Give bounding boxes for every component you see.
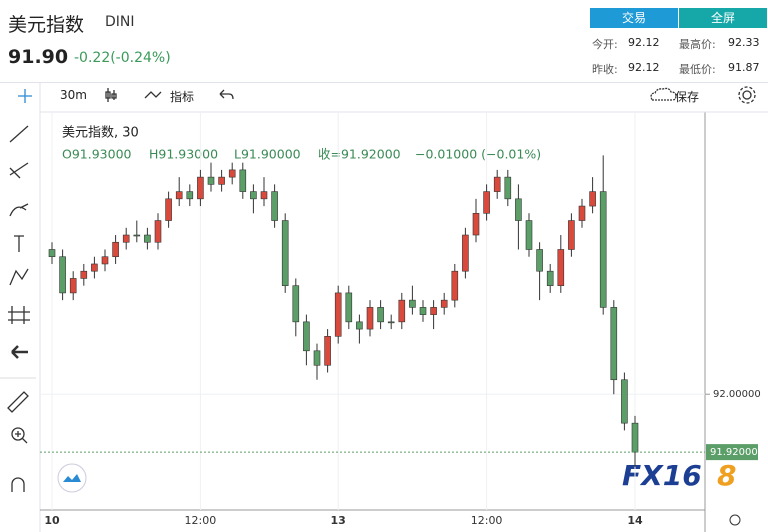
candle-body	[366, 307, 374, 330]
x-tick-label: 10	[44, 514, 60, 527]
candle-body	[334, 292, 342, 337]
candle-body	[281, 220, 289, 286]
stat-label: 今开:	[592, 38, 618, 51]
x-tick-label: 12:00	[185, 514, 217, 527]
candle-body	[207, 176, 215, 185]
x-tick-label: 14	[627, 514, 643, 527]
candle-body	[377, 307, 384, 323]
candle-body	[568, 220, 575, 250]
candle-body	[387, 321, 395, 324]
candle-body	[91, 263, 98, 272]
save[interactable]: 保存	[675, 90, 700, 104]
candle-body	[154, 220, 162, 243]
candle-body	[112, 241, 119, 258]
stat-label: 昨收:	[592, 63, 618, 76]
candle-body	[292, 285, 300, 323]
stat-value: 91.87	[728, 61, 760, 74]
candle-body	[218, 176, 225, 185]
candle-body	[462, 234, 469, 272]
candle-body	[101, 256, 109, 265]
x-tick-label: 13	[331, 514, 346, 527]
x-tick-label: 12:00	[471, 514, 503, 527]
stat-value: 92.33	[728, 36, 760, 49]
candle-body	[493, 176, 501, 192]
candle-body	[48, 249, 56, 258]
ohlc-high: H91.93000	[149, 147, 218, 162]
candle-body	[589, 191, 596, 207]
candle-body	[122, 234, 130, 243]
instrument-code: DINI	[105, 14, 135, 30]
candle-body	[345, 292, 353, 323]
toolbar-icons	[7, 86, 756, 492]
candle-body	[419, 307, 427, 315]
instrument-name: 美元指数	[8, 14, 85, 36]
candle-body	[69, 278, 77, 294]
candle-body	[197, 176, 204, 200]
candle-body	[271, 191, 278, 221]
candle-body	[186, 191, 194, 200]
y-tick-label: 92.00000	[713, 389, 761, 400]
candle-body	[515, 198, 522, 221]
candle-body	[313, 350, 321, 366]
ohlc-low: L91.90000	[234, 147, 301, 162]
candle-body	[250, 191, 257, 200]
candle-body	[546, 270, 554, 286]
candle-body	[303, 321, 310, 352]
chart-title: 美元指数, 30	[62, 126, 139, 141]
candle-body	[430, 307, 437, 315]
candle-body	[80, 270, 88, 279]
candle-body	[483, 191, 490, 214]
interval[interactable]: 30m	[60, 88, 87, 102]
candle-body	[536, 249, 543, 272]
candle-body	[260, 191, 268, 200]
indicators[interactable]: 指标	[170, 90, 195, 104]
price: 91.90	[8, 46, 69, 68]
candle-body	[59, 256, 66, 294]
trade-button[interactable]: 交易	[590, 8, 678, 28]
ohlc-change: −0.01000 (−0.01%)	[415, 147, 541, 162]
change: -0.22(-0.24%)	[74, 50, 171, 66]
fullscreen-button[interactable]: 全屏	[679, 8, 767, 28]
candle-body	[356, 321, 363, 330]
stat-value: 92.12	[628, 36, 660, 49]
ohlc-close: 收=91.92000	[318, 147, 401, 162]
candle-body	[525, 220, 533, 250]
candle-body	[409, 299, 416, 308]
candle-body	[610, 307, 618, 381]
candle-body	[557, 249, 565, 286]
candle-body	[239, 169, 247, 192]
candle-body	[451, 270, 459, 301]
stat-label: 最低价:	[679, 63, 716, 76]
candle-body	[144, 234, 151, 243]
candle-body	[621, 379, 628, 424]
candle-body	[133, 234, 141, 237]
candle-body	[578, 205, 586, 221]
last-price-box	[706, 444, 758, 461]
candle-body	[440, 299, 448, 308]
last-price-label: 91.92000	[710, 447, 758, 458]
candle-body	[165, 198, 172, 221]
logo-badge	[57, 463, 87, 493]
candle-body	[631, 422, 639, 453]
candle-body	[504, 176, 512, 200]
stat-value: 92.12	[628, 61, 660, 74]
candle-body	[324, 336, 331, 366]
ohlc-open: O91.93000	[62, 147, 132, 162]
stat-label: 最高价:	[679, 38, 716, 51]
candle-body	[175, 191, 183, 200]
candle-body	[472, 213, 480, 236]
divider	[0, 82, 768, 83]
svg-text:8: 8	[717, 459, 736, 492]
candle-body	[228, 169, 236, 178]
candle-body	[398, 299, 406, 323]
svg-text:FX16: FX16	[622, 459, 702, 492]
candle-body	[599, 191, 607, 308]
